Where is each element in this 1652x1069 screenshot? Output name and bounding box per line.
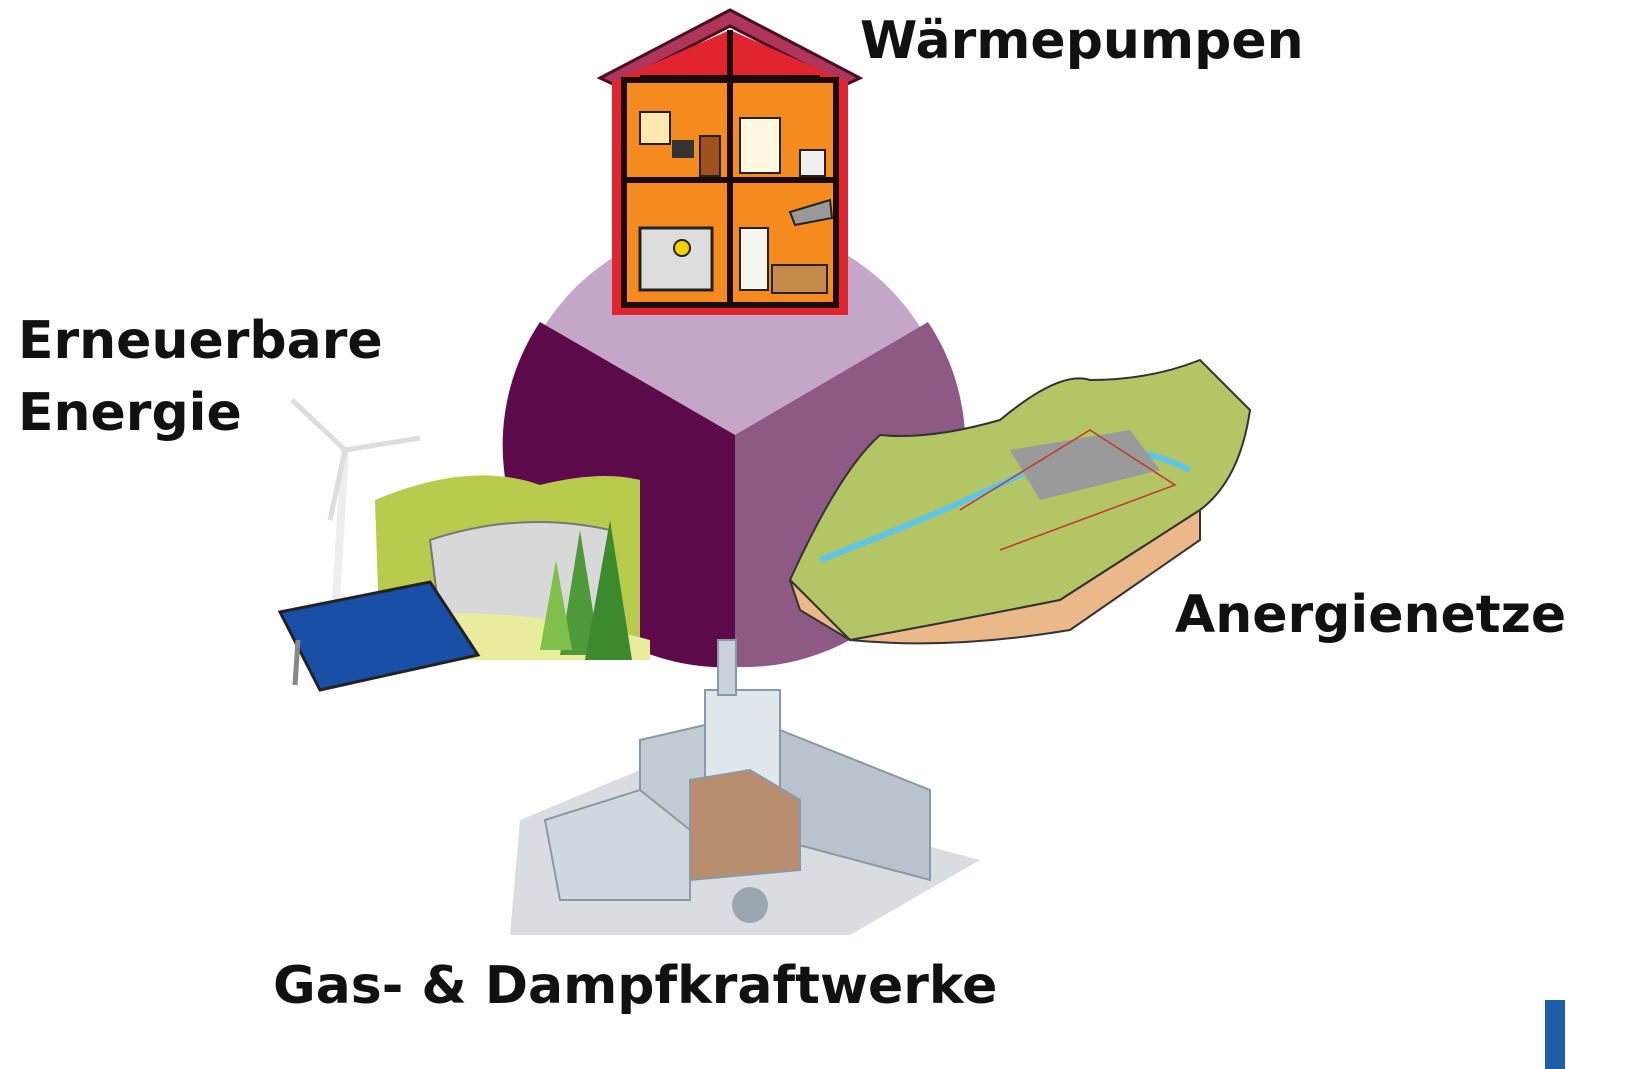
label-anergy-networks: Anergienetze <box>1175 585 1566 645</box>
house-illustration <box>600 10 860 315</box>
label-renewables: Erneuerbare <box>18 311 383 371</box>
diagram: Wärmepumpen Erneuerbare Energie Anergien… <box>0 0 1652 1069</box>
label-heat-pumps: Wärmepumpen <box>860 11 1304 71</box>
label-power-plants: Gas- & Dampfkraftwerke <box>273 956 997 1016</box>
logo-fragment <box>1545 1000 1565 1069</box>
label-renewables: Energie <box>18 383 242 443</box>
power-plant-illustration <box>510 640 980 935</box>
